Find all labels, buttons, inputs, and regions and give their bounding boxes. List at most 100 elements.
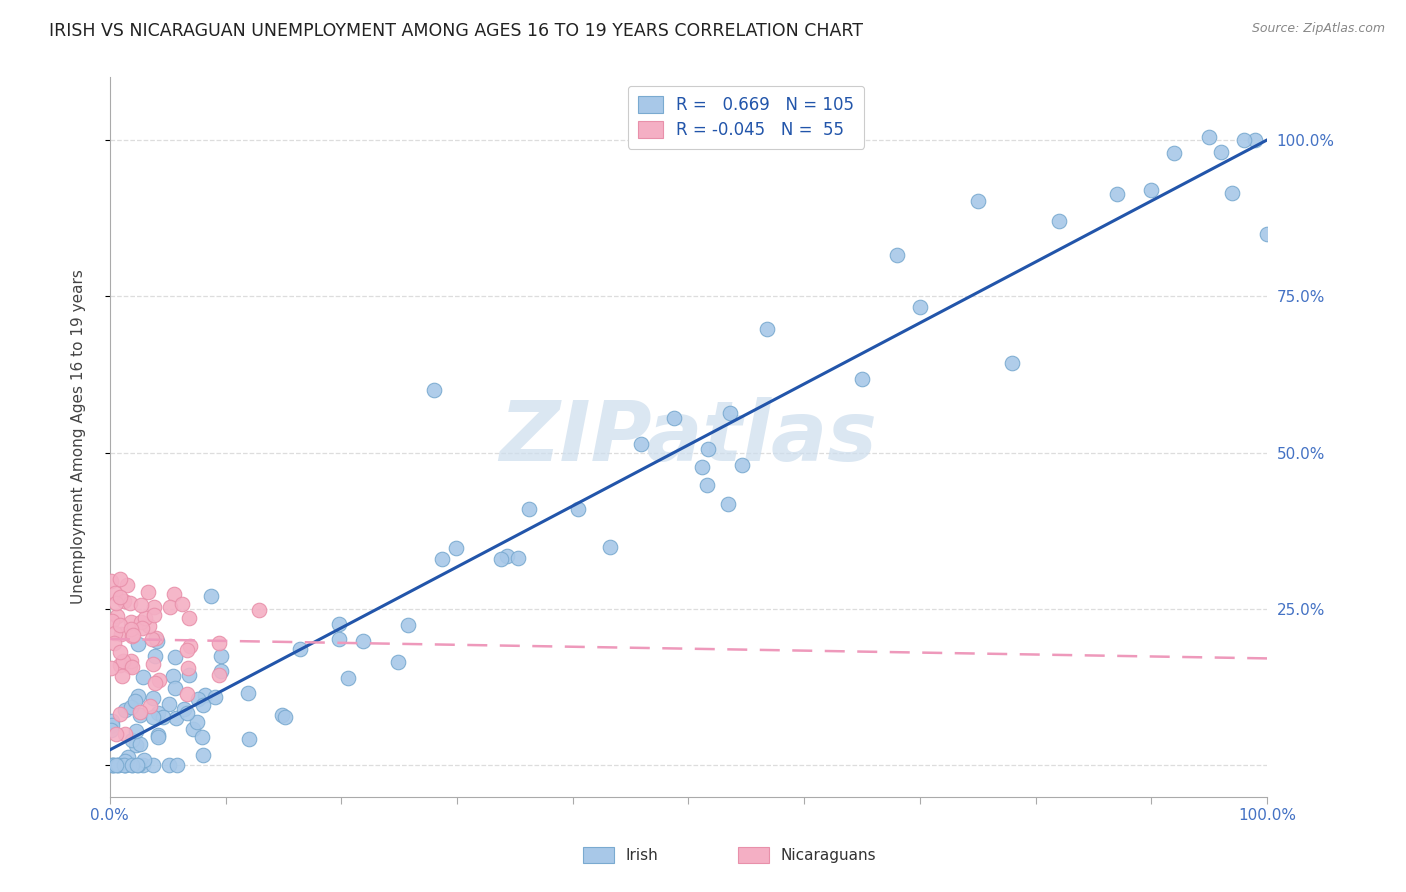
Point xyxy=(121,758,143,772)
Point xyxy=(146,706,169,721)
Point xyxy=(104,626,127,640)
Point xyxy=(152,710,174,724)
Point xyxy=(145,634,167,648)
Point xyxy=(208,668,231,682)
Point xyxy=(110,706,132,721)
Point xyxy=(129,705,152,719)
Point xyxy=(191,747,214,762)
Text: Source: ZipAtlas.com: Source: ZipAtlas.com xyxy=(1251,22,1385,36)
Point xyxy=(157,758,180,772)
Point xyxy=(107,609,129,624)
Point xyxy=(103,758,125,772)
Point xyxy=(148,673,170,687)
Point xyxy=(101,758,124,772)
Point xyxy=(120,654,142,668)
Point xyxy=(209,664,232,678)
Y-axis label: Unemployment Among Ages 16 to 19 years: Unemployment Among Ages 16 to 19 years xyxy=(72,269,86,605)
Point xyxy=(125,758,148,772)
Point xyxy=(114,758,136,772)
Point xyxy=(112,654,135,668)
Point xyxy=(430,551,453,566)
Point xyxy=(134,753,156,767)
Point xyxy=(118,595,141,609)
Point xyxy=(115,577,138,591)
Point xyxy=(165,710,187,724)
Point xyxy=(1198,130,1220,145)
Point xyxy=(108,618,131,632)
Text: ZIPatlas: ZIPatlas xyxy=(499,397,877,477)
Point xyxy=(108,572,131,586)
Point xyxy=(193,698,215,712)
Point xyxy=(328,632,350,646)
Point xyxy=(128,708,150,723)
Point xyxy=(142,657,165,671)
Point xyxy=(190,731,212,745)
Point xyxy=(159,600,181,615)
Point xyxy=(423,383,446,397)
Point xyxy=(127,637,149,651)
Point xyxy=(1140,183,1163,197)
Point xyxy=(125,738,148,752)
Point xyxy=(124,693,146,707)
Point xyxy=(131,758,153,772)
Point xyxy=(517,501,540,516)
Point xyxy=(1209,145,1232,159)
Point xyxy=(1001,356,1024,370)
Point xyxy=(104,596,127,610)
Point xyxy=(143,607,166,622)
Point xyxy=(128,737,150,751)
Point xyxy=(143,648,166,663)
Point xyxy=(1233,133,1256,147)
Point xyxy=(120,623,142,637)
Point xyxy=(186,715,208,730)
Point xyxy=(131,621,153,635)
Point xyxy=(194,688,217,702)
Point xyxy=(173,702,195,716)
Point xyxy=(120,700,142,714)
Point xyxy=(110,658,132,673)
Point xyxy=(114,727,136,741)
Point xyxy=(444,541,467,556)
Point xyxy=(129,615,152,629)
Point xyxy=(104,758,127,772)
Point xyxy=(247,603,270,617)
Point xyxy=(200,589,222,603)
Point xyxy=(157,697,180,711)
Point xyxy=(100,723,122,738)
Point xyxy=(1105,186,1128,201)
Point xyxy=(121,629,143,643)
Point xyxy=(114,755,136,769)
Point xyxy=(127,690,149,704)
Point xyxy=(1220,186,1243,200)
Point xyxy=(132,670,155,684)
Point xyxy=(506,550,529,565)
Point xyxy=(396,618,419,632)
Point xyxy=(142,691,165,706)
Point xyxy=(599,540,621,554)
Point xyxy=(141,632,163,646)
Point xyxy=(110,627,132,641)
Point xyxy=(238,731,260,746)
Point xyxy=(138,619,160,633)
Point xyxy=(176,706,198,721)
Point xyxy=(111,669,134,683)
Point xyxy=(172,597,194,611)
Point xyxy=(690,460,713,475)
Point xyxy=(117,749,139,764)
Point xyxy=(104,586,127,600)
Point xyxy=(908,300,931,314)
Point xyxy=(100,661,122,675)
Point xyxy=(114,758,136,772)
Point xyxy=(100,574,122,589)
Point xyxy=(630,436,652,450)
Point xyxy=(731,458,754,473)
Point xyxy=(100,718,122,732)
Point xyxy=(148,730,170,744)
Point xyxy=(177,660,200,674)
Point xyxy=(1047,213,1070,227)
Point xyxy=(166,758,188,772)
Point xyxy=(134,610,156,624)
Text: Nicaraguans: Nicaraguans xyxy=(780,848,876,863)
Point xyxy=(121,660,143,674)
Point xyxy=(112,758,135,772)
